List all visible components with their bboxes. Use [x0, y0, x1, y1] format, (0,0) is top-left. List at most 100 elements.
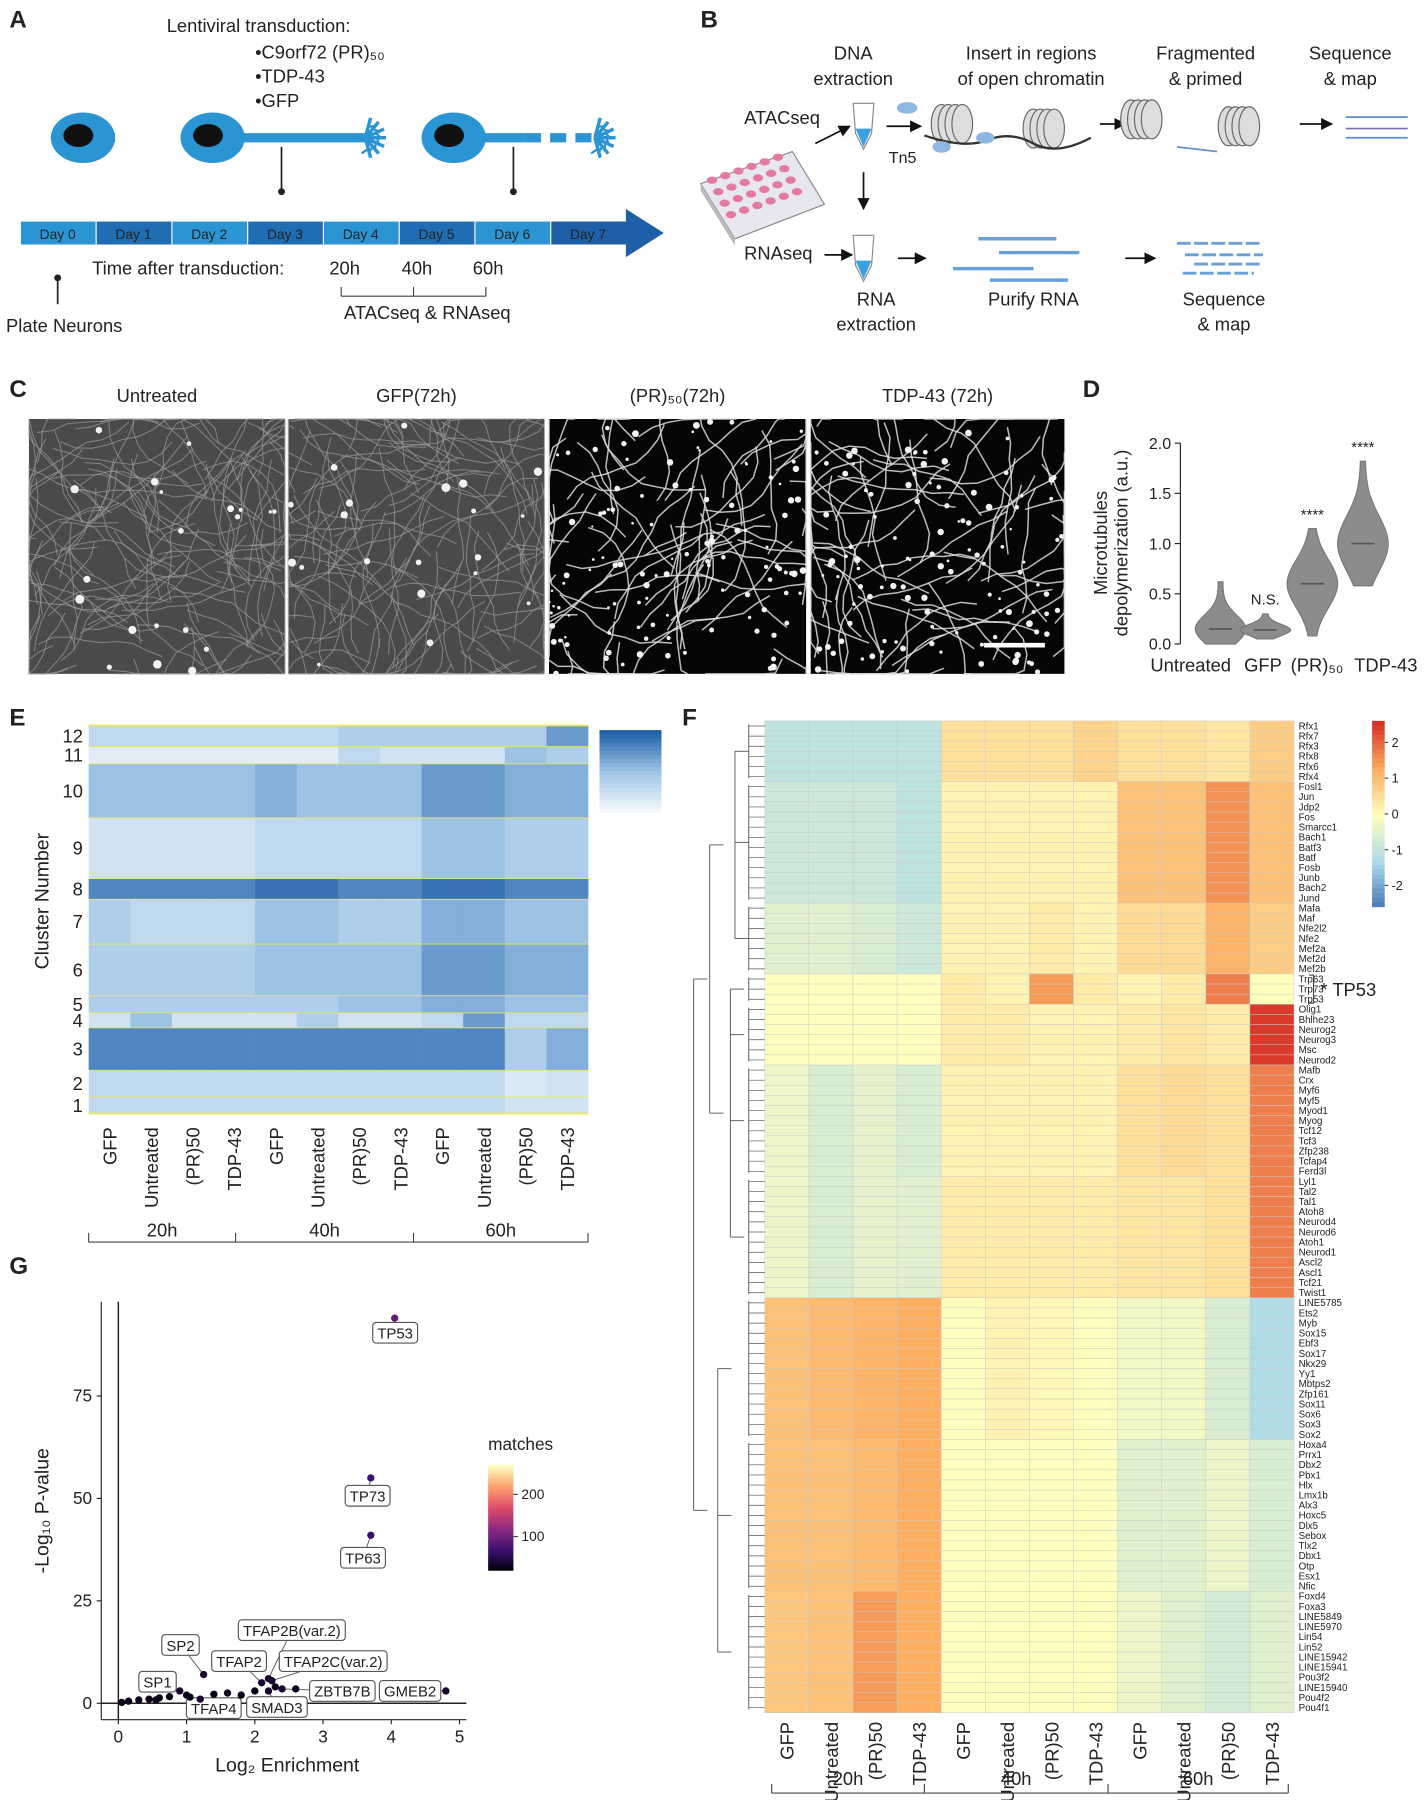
heatmap-cell	[1073, 1530, 1118, 1541]
x-tick-label: 1	[182, 1727, 192, 1747]
nucleosome	[951, 103, 974, 145]
heatmap-cell	[764, 1024, 810, 1035]
heatmap-cell	[1117, 1469, 1162, 1481]
row-label: Sox11	[1299, 1399, 1326, 1410]
heatmap-cell	[1117, 1166, 1162, 1177]
heatmap-cell	[1161, 1085, 1207, 1096]
puncta	[799, 429, 804, 433]
well	[779, 165, 790, 173]
heatmap-cell	[1249, 1560, 1295, 1572]
row-label: Lyl1	[1299, 1177, 1317, 1188]
group-label: 60h	[485, 1219, 516, 1240]
heatmap-cell	[896, 1692, 942, 1703]
heatmap-cell	[764, 902, 810, 914]
heatmap-cell	[852, 821, 898, 833]
row-label: LINE15941	[1299, 1663, 1348, 1674]
heatmap-cell	[1161, 1196, 1207, 1207]
heatmap-cell	[1249, 740, 1295, 752]
heatmap-cell	[940, 842, 986, 853]
heatmap-cell	[1205, 1479, 1251, 1491]
puncta	[745, 462, 748, 466]
y-axis-label: -Log₁₀ P-value	[31, 1448, 53, 1573]
heatmap-cell	[808, 1125, 854, 1137]
well	[791, 188, 803, 196]
heatmap-cell	[896, 1216, 942, 1228]
heatmap-cell	[1249, 1591, 1295, 1602]
puncta	[612, 601, 617, 606]
cluster-label: 7	[73, 911, 83, 932]
heatmap-cell	[1073, 1176, 1118, 1187]
puncta	[562, 581, 566, 585]
heatmap-cell	[764, 943, 810, 954]
puncta	[846, 452, 853, 459]
heatmap-cell	[764, 720, 810, 732]
heatmap-cell	[1117, 1439, 1162, 1450]
heatmap-cell	[1029, 923, 1074, 934]
neurite	[287, 541, 316, 653]
heatmap-cell	[764, 1560, 810, 1572]
heatmap-cell	[985, 811, 1030, 823]
row-label: Sox2	[1299, 1430, 1321, 1441]
heatmap-cell	[985, 1358, 1030, 1369]
heatmap-cell	[1029, 1439, 1074, 1450]
heatmap-cell	[985, 1297, 1030, 1309]
heatmap-cell	[421, 746, 464, 764]
heatmap-cell	[940, 1135, 986, 1147]
point	[292, 1685, 300, 1693]
row-label: Ascl2	[1299, 1258, 1323, 1269]
heatmap-cell	[940, 1277, 986, 1288]
puncta	[563, 572, 570, 579]
puncta	[526, 601, 531, 606]
heatmap-cell	[896, 1439, 942, 1450]
heatmap-cell	[808, 791, 854, 803]
heatmap-cell	[940, 1115, 986, 1126]
heatmap-cell	[808, 1287, 854, 1299]
heatmap-cell	[985, 963, 1030, 975]
heatmap-cell	[764, 1074, 810, 1086]
neurite	[100, 418, 157, 423]
heatmap-cell	[940, 1560, 986, 1572]
heatmap-cell	[764, 1611, 810, 1622]
heatmap-cell	[504, 995, 547, 1013]
heatmap-cell	[88, 1069, 131, 1097]
puncta	[612, 562, 619, 568]
heatmap-cell	[940, 1611, 986, 1622]
y-tick-label: 0	[83, 1693, 93, 1713]
heatmap-cell	[764, 1520, 810, 1531]
heatmap-cell	[764, 973, 810, 985]
heatmap-cell	[985, 943, 1030, 954]
heatmap-cell	[130, 746, 173, 764]
puncta	[783, 590, 789, 596]
heatmap-cell	[296, 746, 339, 764]
row-label: Myod1	[1299, 1106, 1328, 1117]
puncta	[763, 564, 769, 570]
heatmap-cell	[1205, 862, 1251, 873]
heatmap-cell	[985, 1368, 1030, 1379]
puncta	[591, 525, 594, 528]
heatmap-cell	[1117, 852, 1162, 863]
neurite	[69, 522, 78, 651]
neurite	[809, 511, 828, 619]
colorbar	[599, 738, 662, 743]
heatmap-cell	[852, 923, 898, 934]
heatmap-cell	[296, 725, 339, 747]
puncta	[721, 588, 725, 592]
colorbar	[1372, 902, 1385, 908]
puncta	[83, 575, 91, 583]
heatmap-cell	[1249, 1155, 1295, 1167]
heatmap-cell	[1161, 973, 1207, 985]
heatmap-cell	[1073, 902, 1118, 914]
puncta	[106, 664, 112, 670]
row-label: LINE15940	[1299, 1683, 1348, 1694]
heatmap-cell	[1029, 1429, 1074, 1440]
heatmap-cell	[808, 1580, 854, 1592]
label-box	[378, 1680, 442, 1702]
neurite	[824, 563, 882, 670]
heatmap-cell	[1073, 973, 1118, 985]
neurite	[319, 418, 409, 489]
heatmap-cell	[1029, 1621, 1074, 1633]
neurite	[84, 460, 207, 480]
neurite	[1020, 487, 1037, 614]
heatmap-cell	[1161, 801, 1207, 813]
heatmap-cell	[1249, 1540, 1295, 1552]
